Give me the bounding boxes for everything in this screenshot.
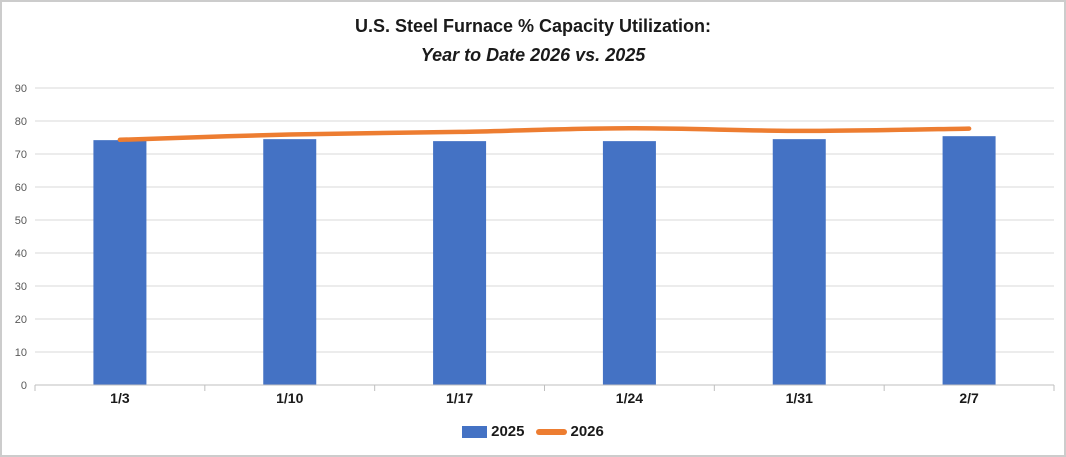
x-axis-label: 1/31	[786, 390, 813, 406]
bar-2025	[433, 141, 487, 385]
bar-2025	[942, 136, 996, 385]
x-axis-label: 1/3	[110, 390, 130, 406]
bar-2025	[602, 141, 656, 385]
legend-label-2025: 2025	[491, 423, 525, 440]
x-axis-label: 1/24	[616, 390, 643, 406]
chart-title: U.S. Steel Furnace % Capacity Utilizatio…	[354, 16, 712, 36]
chart-title-block: U.S. Steel Furnace % Capacity Utilizatio…	[2, 12, 1064, 70]
y-axis-tick-label: 90	[15, 83, 27, 95]
y-axis-tick-label: 0	[21, 380, 27, 392]
y-axis-tick-label: 70	[15, 149, 27, 161]
line-series-swatch-icon	[535, 428, 567, 435]
line-2026	[117, 126, 972, 143]
y-axis-tick-label: 10	[15, 347, 27, 359]
bar-2025	[772, 139, 826, 385]
legend-label-2026: 2026	[570, 423, 604, 440]
y-axis-tick-label: 20	[15, 314, 27, 326]
bar-2025	[263, 139, 317, 385]
y-axis-tick-label: 50	[15, 215, 27, 227]
chart-subtitle: Year to Date 2026 vs. 2025	[420, 45, 646, 65]
legend-item-2026: 2026	[535, 423, 604, 440]
legend-item-2025: 2025	[462, 423, 525, 440]
x-axis-label: 2/7	[959, 390, 979, 406]
y-axis-tick-label: 80	[15, 116, 27, 128]
chart-legend: 2025 2026	[2, 423, 1064, 440]
x-axis-label: 1/10	[276, 390, 303, 406]
y-axis-tick-label: 40	[15, 248, 27, 260]
bar-series-swatch-icon	[462, 425, 488, 438]
x-axis-label: 1/17	[446, 390, 473, 406]
y-axis-tick-label: 60	[15, 182, 27, 194]
y-axis-tick-label: 30	[15, 281, 27, 293]
bar-2025	[93, 140, 147, 385]
